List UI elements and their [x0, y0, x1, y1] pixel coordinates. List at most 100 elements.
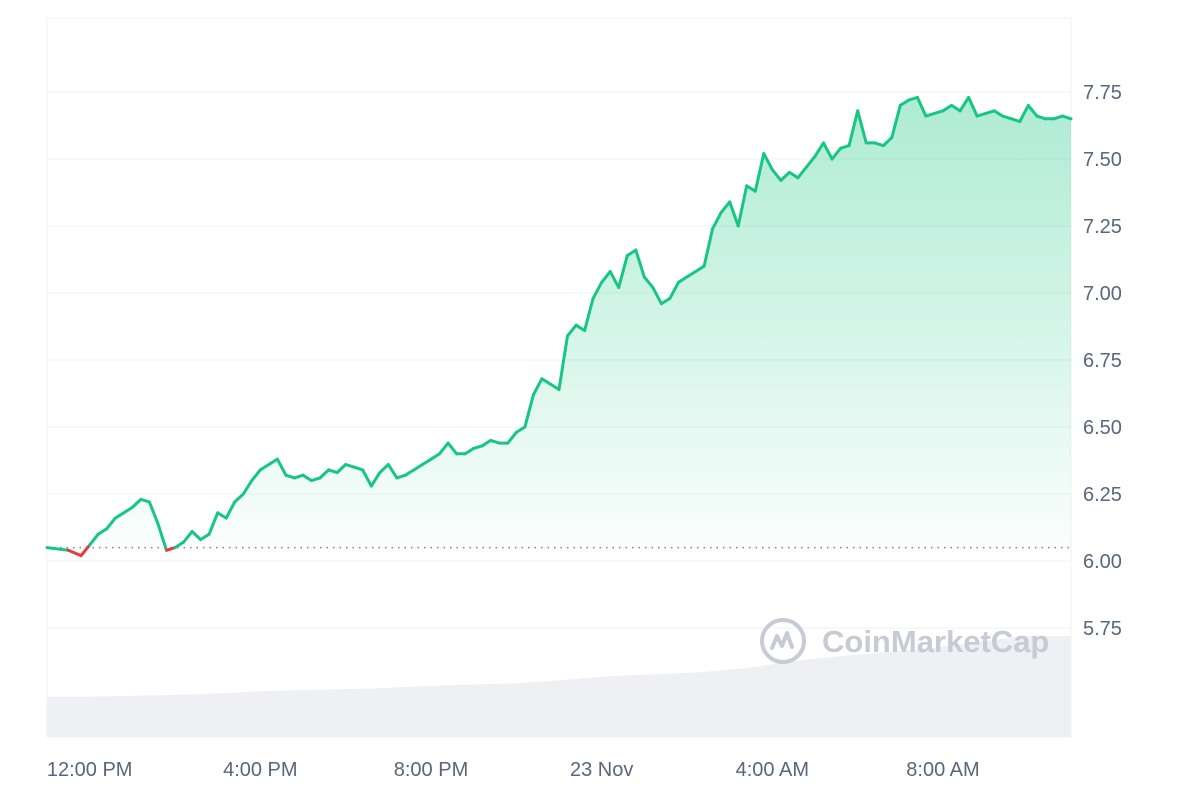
price-line-segment	[625, 248, 638, 257]
y-tick-label: 7.75	[1083, 82, 1122, 104]
price-line-segment	[429, 452, 441, 461]
x-tick-label: 8:00 PM	[394, 759, 468, 781]
price-line-segment	[685, 270, 697, 279]
volume-area	[47, 636, 1071, 737]
price-line-segment	[130, 497, 143, 509]
price-line-segment	[915, 95, 928, 118]
price-line-segment	[403, 468, 416, 477]
x-tick-label: 8:00 AM	[906, 759, 979, 781]
price-area	[47, 97, 1071, 548]
price-line-segment	[1018, 103, 1030, 123]
price-line-segment	[557, 334, 569, 391]
price-line-segment	[719, 200, 732, 215]
price-line-segment	[182, 530, 194, 544]
price-line-segment	[574, 323, 587, 332]
price-line-segment	[728, 200, 740, 228]
price-line-segment	[335, 463, 348, 475]
watermark: CoinMarketCap	[760, 618, 1049, 664]
price-line-segment	[1001, 114, 1013, 121]
y-tick-label: 7.00	[1083, 283, 1122, 305]
price-line-segment	[66, 548, 83, 558]
price-line	[45, 95, 1073, 558]
price-line-segment	[770, 168, 783, 182]
price-line-segment	[762, 152, 774, 172]
price-line-segment	[941, 103, 953, 113]
price-line-segment	[787, 170, 800, 180]
price-line-segment	[79, 543, 92, 558]
price-line-segment	[446, 441, 459, 456]
price-line-segment	[873, 141, 885, 148]
price-line-segment	[258, 463, 271, 472]
price-line-segment	[531, 377, 544, 397]
price-line-segment	[634, 248, 646, 279]
price-line-segment	[224, 500, 237, 520]
price-line-segment	[958, 95, 971, 113]
price-line-segment	[898, 98, 911, 107]
y-tick-label: 6.50	[1083, 417, 1122, 439]
price-line-segment	[617, 254, 629, 290]
x-axis: 12:00 PM 4:00 PM 8:00 PM 23 Nov 4:00 AM 8:00 …	[47, 759, 980, 781]
price-line-segment	[113, 511, 126, 520]
price-line-segment	[822, 141, 834, 161]
y-tick-label: 7.25	[1083, 216, 1122, 238]
price-line-segment	[318, 468, 331, 480]
price-line-segment	[156, 522, 168, 552]
price-line-segment	[566, 323, 578, 338]
price-line-segment	[96, 527, 109, 536]
price-line-segment	[651, 286, 663, 306]
price-line-segment	[480, 438, 493, 448]
price-line-segment	[361, 468, 373, 488]
price-line-segment	[489, 438, 501, 445]
price-line-segment	[779, 170, 791, 182]
y-tick-label: 6.00	[1083, 551, 1122, 573]
price-line-segment	[668, 280, 680, 300]
price-line-segment	[45, 546, 70, 552]
price-line-segment	[847, 109, 860, 148]
price-line-segment	[207, 511, 220, 536]
price-line-segment	[284, 473, 296, 480]
x-tick-label: 12:00 PM	[47, 759, 133, 781]
price-line-segment	[301, 473, 313, 483]
price-line-segment	[523, 393, 535, 429]
price-line-segment	[463, 446, 476, 456]
price-line-segment	[659, 296, 672, 306]
watermark-text: CoinMarketCap	[822, 624, 1049, 659]
price-line-segment	[310, 476, 322, 483]
y-axis: 5.75 6.00 6.25 6.50 6.75 7.00 7.25 7.50 7.75	[1083, 82, 1122, 640]
price-line-segment	[702, 227, 715, 268]
price-line-segment	[591, 280, 604, 300]
y-tick-label: 5.75	[1083, 618, 1122, 640]
price-line-segment	[549, 382, 561, 391]
price-line-segment	[438, 441, 450, 456]
price-line-segment	[540, 377, 552, 386]
price-line-segment	[805, 154, 817, 169]
price-line-segment	[173, 540, 185, 550]
price-line-segment	[583, 296, 595, 332]
price-line-segment	[386, 463, 399, 480]
price-line-segment	[967, 95, 979, 118]
price-line-segment	[711, 211, 723, 231]
price-line-segment	[250, 468, 262, 483]
price-line-segment	[830, 146, 843, 161]
price-line-segment	[745, 184, 757, 193]
price-line-segment	[1061, 114, 1073, 121]
price-line-segment	[147, 500, 160, 525]
price-line-segment	[694, 264, 706, 274]
price-area-fill	[47, 97, 1071, 548]
x-tick-label: 23 Nov	[570, 759, 633, 781]
price-line-segment	[975, 111, 988, 118]
price-line-segment	[608, 270, 621, 290]
price-line-segment	[1052, 114, 1064, 121]
volume-shape	[47, 636, 1071, 737]
price-line-segment	[856, 109, 868, 145]
price-line-segment	[122, 505, 134, 515]
price-line-segment	[378, 463, 390, 475]
price-line-segment	[796, 165, 808, 180]
price-line-segment	[1026, 103, 1039, 118]
price-line-segment	[514, 425, 527, 434]
price-line-segment	[241, 479, 254, 496]
price-line-segment	[88, 532, 100, 547]
price-line-segment	[736, 184, 749, 228]
